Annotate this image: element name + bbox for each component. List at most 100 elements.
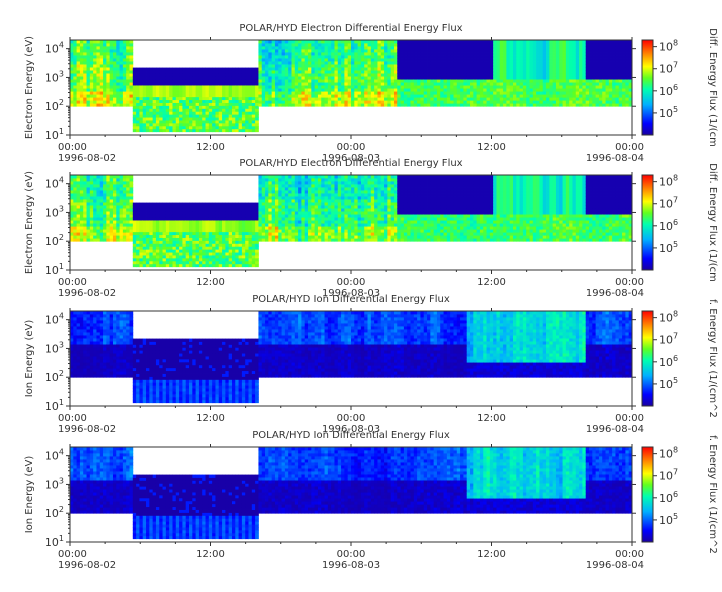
spectrogram-cell [231,90,236,95]
spectrogram-cell [76,226,81,230]
spectrogram-cell [443,67,448,71]
spectrogram-cell [146,260,150,265]
spectrogram-cell [136,260,140,265]
spectrogram-cell [278,70,282,74]
spectrogram-cell [139,70,144,74]
spectrogram-cell [155,217,160,221]
spectrogram-cell [122,70,127,74]
spectrogram-cell [89,226,94,230]
spectrogram-cell [132,257,137,262]
spectrogram-cell [96,226,101,230]
spectrogram-cell [179,237,183,241]
spectrogram-cell [162,79,167,83]
spectrogram-cell [301,79,306,83]
spectrogram-cell [552,100,557,104]
spectrogram-cell [79,46,84,50]
spectrogram-cell [512,76,517,80]
spectrogram-cell [179,85,183,89]
spectrogram-cell [132,225,137,230]
spectrogram-cell [433,103,438,107]
spectrogram-cell [182,237,187,241]
spectrogram-cell [377,79,382,83]
spectrogram-cell [460,73,464,77]
spectrogram-cell [529,97,534,101]
spectrogram-cell [291,55,296,59]
spectrogram-cell [202,220,206,224]
spectrogram-cell [430,94,435,98]
spectrogram-cell [83,238,87,242]
spectrogram-cell [251,122,256,127]
spectrogram-cell [274,94,279,98]
spectrogram-cell [427,52,431,56]
spectrogram-cell [146,87,150,92]
spectrogram-cell [149,246,154,250]
spectrogram-cell [83,208,87,212]
spectrogram-cell [109,52,114,56]
spectrogram-cell [152,111,157,115]
spectrogram-cell [155,114,160,118]
spectrogram-cell [212,105,216,109]
spectrogram-cell [215,205,220,209]
spectrogram-cell [70,190,74,194]
spectrogram-cell [261,100,266,104]
spectrogram-cell [410,58,415,62]
spectrogram-cell [499,82,504,86]
spectrogram-cell [324,82,329,86]
spectrogram-cell [218,117,223,121]
spectrogram-cell [93,232,97,236]
spectrogram-cell [86,103,91,107]
spectrogram-cell [136,205,140,209]
spectrogram-cell [321,103,325,107]
spectrogram-cell [231,257,236,262]
spectrogram-cell [70,184,74,188]
spectrogram-cell [552,73,557,77]
spectrogram-cell [516,94,520,98]
spectrogram-cell [334,79,339,83]
spectrogram-cell [155,249,160,253]
spectrogram-cell [106,40,111,44]
spectrogram-cell [410,40,415,44]
spectrogram-cell [370,70,375,74]
spectrogram-cell [427,64,431,68]
spectrogram-cell [281,58,286,62]
spectrogram-cell [159,111,163,115]
spectrogram-cell [351,61,355,65]
spectrogram-cell [271,43,276,47]
spectrogram-cell [205,231,210,236]
spectrogram-cell [225,117,230,121]
spectrogram-cell [152,260,157,265]
spectrogram-cell [602,40,606,44]
spectrogram-cell [410,91,415,95]
spectrogram-cell [291,94,296,98]
spectrogram-cell [532,73,537,77]
spectrogram-cell [351,40,355,44]
spectrogram-cell [185,255,190,259]
spectrogram-cell [334,49,339,53]
spectrogram-cell [129,88,134,92]
spectrogram-cell [499,79,504,83]
spectrogram-cell [189,220,193,224]
spectrogram-cell [536,61,540,65]
spectrogram-cell [175,120,180,124]
spectrogram-cell [255,114,259,118]
spectrogram-cell [542,52,547,56]
spectrogram-cell [622,94,626,98]
spectrogram-cell [155,73,160,77]
spectrogram-cell [354,73,359,77]
spectrogram-cell [278,55,282,59]
spectrogram-cell [96,217,101,221]
spectrogram-cell [337,79,342,83]
spectrogram-cell [93,175,97,179]
spectrogram-cell [89,187,94,191]
y-tick-label: 101 [45,127,64,142]
spectrogram-cell [294,85,299,89]
spectrogram-cell [225,90,230,95]
spectrogram-cell [70,220,74,224]
spectrogram-cell [155,120,160,124]
spectrogram-cell [169,263,173,268]
spectrogram-cell [456,85,461,89]
spectrogram-cell [274,88,279,92]
spectrogram-cell [73,55,78,59]
spectrogram-cell [364,91,368,95]
spectrogram-cell [195,90,200,95]
